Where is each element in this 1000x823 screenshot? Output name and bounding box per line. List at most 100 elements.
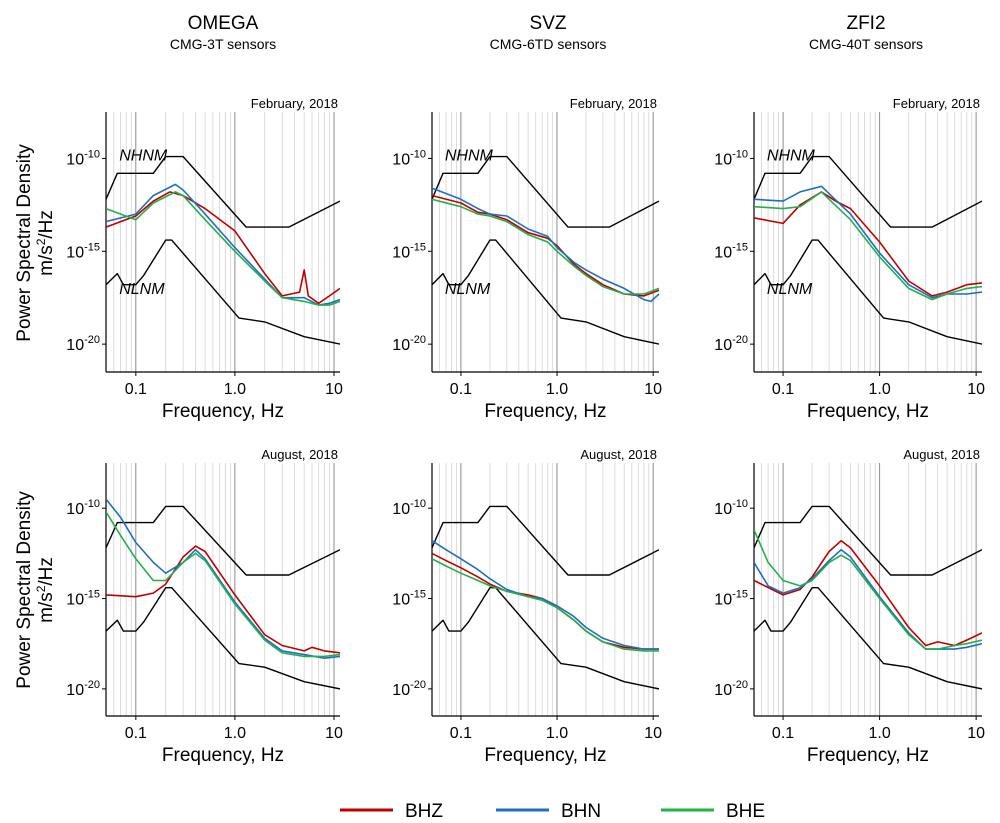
nhnm-curve-zfi2-feb — [754, 155, 982, 228]
series-bhe-omega-feb — [106, 191, 340, 306]
x-tick-label-svz-feb: 0.1 — [450, 381, 472, 398]
y-tick-label-omega-feb: 10-20 — [66, 334, 100, 354]
x-tick-label-svz-aug: 10 — [644, 725, 662, 742]
nlnm-label-svz-feb: NLNM — [445, 281, 491, 298]
x-tick-label-zfi2-feb: 10 — [967, 381, 985, 398]
y-tick-label-omega-aug: 10-20 — [66, 679, 100, 699]
col-title-omega: OMEGA — [188, 13, 259, 34]
nlnm-label-omega-feb: NLNM — [119, 281, 165, 298]
nlnm-curve-svz-feb — [432, 239, 659, 345]
x-tick-label-omega-feb: 0.1 — [125, 381, 147, 398]
y-tick-label-svz-aug: 10-10 — [392, 498, 426, 518]
series-bhz-zfi2-aug — [754, 539, 982, 647]
x-tick-label-svz-feb: 1.0 — [546, 381, 568, 398]
x-tick-label-zfi2-aug: 1.0 — [868, 725, 890, 742]
xlabel-svz-feb: Frequency, Hz — [484, 401, 606, 422]
x-tick-label-svz-aug: 0.1 — [450, 725, 472, 742]
legend-label-bhz: BHZ — [405, 801, 443, 822]
series-bhe-omega-aug — [106, 511, 340, 658]
nlnm-curve-zfi2-aug — [754, 587, 982, 690]
x-tick-label-omega-feb: 10 — [325, 381, 343, 398]
x-tick-label-zfi2-feb: 0.1 — [772, 381, 794, 398]
series-bhn-svz-aug — [432, 540, 659, 650]
col-subtitle-zfi2: CMG-40T sensors — [809, 36, 923, 52]
xlabel-omega-aug: Frequency, Hz — [162, 745, 284, 766]
x-tick-label-svz-feb: 10 — [644, 381, 662, 398]
nlnm-curve-zfi2-feb — [754, 239, 982, 345]
series-bhn-zfi2-aug — [754, 548, 982, 650]
nlnm-label-zfi2-feb: NLNM — [767, 281, 813, 298]
y-tick-label-svz-feb: 10-15 — [392, 241, 426, 261]
nhnm-curve-svz-feb — [432, 155, 659, 228]
ylabel-row2-line2: m/s2/Hz — [34, 557, 57, 623]
y-tick-label-zfi2-feb: 10-15 — [714, 241, 748, 261]
month-label-zfi2-aug: August, 2018 — [903, 447, 980, 462]
month-label-svz-feb: February, 2018 — [570, 96, 657, 111]
x-tick-label-zfi2-feb: 1.0 — [868, 381, 890, 398]
xlabel-zfi2-feb: Frequency, Hz — [807, 401, 929, 422]
x-tick-label-zfi2-aug: 10 — [967, 725, 985, 742]
series-bhz-zfi2-feb — [754, 191, 982, 297]
legend-label-bhn: BHN — [561, 801, 601, 822]
nlnm-curve-omega-aug — [106, 587, 340, 690]
y-tick-label-omega-feb: 10-15 — [66, 241, 100, 261]
y-tick-label-svz-aug: 10-20 — [392, 679, 426, 699]
xlabel-zfi2-aug: Frequency, Hz — [807, 745, 929, 766]
panel-zfi2-aug: 0.1 1.0 10 10-10 10-15 10-20 August, 2018 Frequ… — [714, 447, 985, 766]
series-bhz-omega-feb — [106, 191, 340, 305]
col-subtitle-svz: CMG-6TD sensors — [490, 36, 607, 52]
panel-svz-feb: 0.1 1.0 10 10-10 10-15 10-20 February, 2018 Fre… — [392, 96, 662, 422]
ylabel-row1-line2: m/s2/Hz — [34, 210, 57, 276]
nhnm-curve-svz-aug — [432, 505, 659, 576]
y-tick-label-omega-aug: 10-10 — [66, 498, 100, 518]
x-tick-label-omega-aug: 0.1 — [125, 725, 147, 742]
xlabel-omega-feb: Frequency, Hz — [162, 401, 284, 422]
y-tick-label-svz-feb: 10-20 — [392, 334, 426, 354]
y-tick-label-omega-feb: 10-10 — [66, 148, 100, 168]
legend-label-bhe: BHE — [726, 801, 765, 822]
month-label-omega-feb: February, 2018 — [251, 96, 338, 111]
month-label-zfi2-feb: February, 2018 — [893, 96, 980, 111]
col-title-zfi2: ZFI2 — [846, 13, 885, 34]
month-label-omega-aug: August, 2018 — [261, 447, 338, 462]
col-title-svz: SVZ — [530, 13, 567, 34]
x-tick-label-omega-feb: 1.0 — [224, 381, 246, 398]
panel-svz-aug: 0.1 1.0 10 10-10 10-15 10-20 August, 2018 Frequ… — [392, 447, 662, 766]
nlnm-curve-omega-feb — [106, 239, 340, 345]
nhnm-label-zfi2-feb: NHNM — [767, 147, 816, 164]
x-tick-label-svz-aug: 1.0 — [546, 725, 568, 742]
panel-zfi2-feb: 0.1 1.0 10 10-10 10-15 10-20 February, 2018 Fre… — [714, 96, 985, 422]
series-bhe-svz-aug — [432, 558, 659, 652]
nhnm-label-omega-feb: NHNM — [119, 147, 168, 164]
series-bhn-zfi2-feb — [754, 185, 982, 299]
y-tick-label-zfi2-aug: 10-15 — [714, 589, 748, 609]
month-label-svz-aug: August, 2018 — [580, 447, 657, 462]
panel-omega-aug: 0.1 1.0 10 10-10 10-15 10-20 August, 2018 Frequ… — [66, 447, 343, 766]
y-tick-label-svz-feb: 10-10 — [392, 148, 426, 168]
y-tick-label-zfi2-feb: 10-20 — [714, 334, 748, 354]
series-bhz-omega-aug — [106, 545, 340, 654]
col-subtitle-omega: CMG-3T sensors — [170, 36, 276, 52]
nhnm-label-svz-feb: NHNM — [445, 147, 494, 164]
ylabel-row1-line1: Power Spectral Density — [14, 144, 35, 342]
x-tick-label-zfi2-aug: 0.1 — [772, 725, 794, 742]
series-bhe-zfi2-feb — [754, 191, 982, 301]
xlabel-svz-aug: Frequency, Hz — [484, 745, 606, 766]
ylabel-row2-line1: Power Spectral Density — [14, 491, 35, 689]
panel-omega-feb: 0.1 1.0 10 10-10 10-15 10-20 February, 2018 Fre… — [66, 96, 343, 422]
x-tick-label-omega-aug: 10 — [325, 725, 343, 742]
series-bhe-svz-feb — [432, 198, 659, 295]
y-tick-label-zfi2-aug: 10-10 — [714, 498, 748, 518]
nlnm-curve-svz-aug — [432, 587, 659, 690]
series-bhn-omega-aug — [106, 498, 340, 660]
y-tick-label-zfi2-feb: 10-10 — [714, 148, 748, 168]
legend: BHZ BHN BHE — [340, 801, 765, 822]
y-tick-label-zfi2-aug: 10-20 — [714, 679, 748, 699]
series-bhn-svz-feb — [432, 187, 659, 303]
series-bhe-zfi2-aug — [754, 529, 982, 650]
y-tick-label-svz-aug: 10-15 — [392, 589, 426, 609]
nhnm-curve-omega-feb — [106, 155, 340, 228]
x-tick-label-omega-aug: 1.0 — [224, 725, 246, 742]
nhnm-curve-zfi2-aug — [754, 505, 982, 576]
